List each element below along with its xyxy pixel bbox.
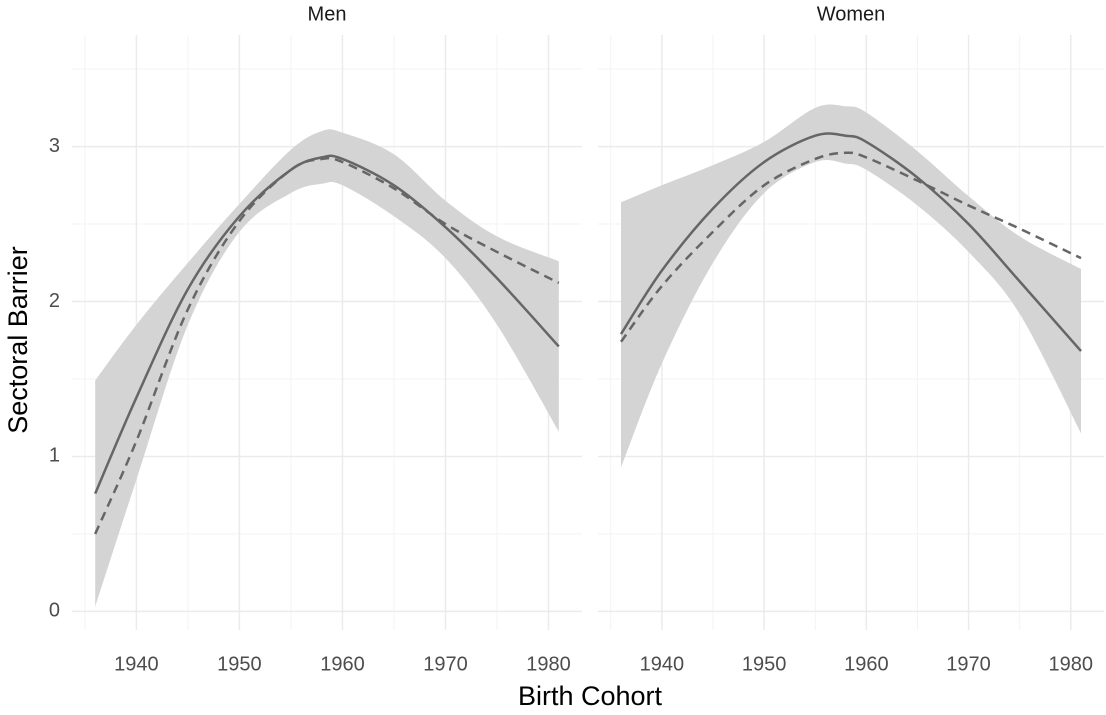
x-tick-label: 1940 <box>114 653 159 675</box>
y-tick-label: 3 <box>49 135 60 157</box>
x-axis-title: Birth Cohort <box>518 681 663 711</box>
confidence-ribbon <box>621 104 1081 468</box>
x-tick-label: 1970 <box>946 653 991 675</box>
line <box>94 156 560 535</box>
y-tick-label: 0 <box>49 600 60 622</box>
x-tick-label: 1960 <box>844 653 889 675</box>
y-tick-label: 2 <box>49 290 60 312</box>
x-tick-label: 1960 <box>320 653 365 675</box>
confidence-ribbon <box>95 129 559 607</box>
line <box>619 132 1082 352</box>
strip-title: Men <box>308 3 347 25</box>
line <box>619 151 1082 343</box>
x-tick-label: 1970 <box>423 653 468 675</box>
x-tick-label: 1980 <box>1049 653 1094 675</box>
line <box>94 154 560 495</box>
x-tick-label: 1940 <box>640 653 685 675</box>
x-tick-label: 1950 <box>742 653 787 675</box>
y-tick-label: 1 <box>49 445 60 467</box>
y-axis-title: Sectoral Barrier <box>3 246 33 434</box>
x-tick-label: 1950 <box>217 653 262 675</box>
strip-title: Women <box>817 3 886 25</box>
x-tick-label: 1980 <box>526 653 571 675</box>
